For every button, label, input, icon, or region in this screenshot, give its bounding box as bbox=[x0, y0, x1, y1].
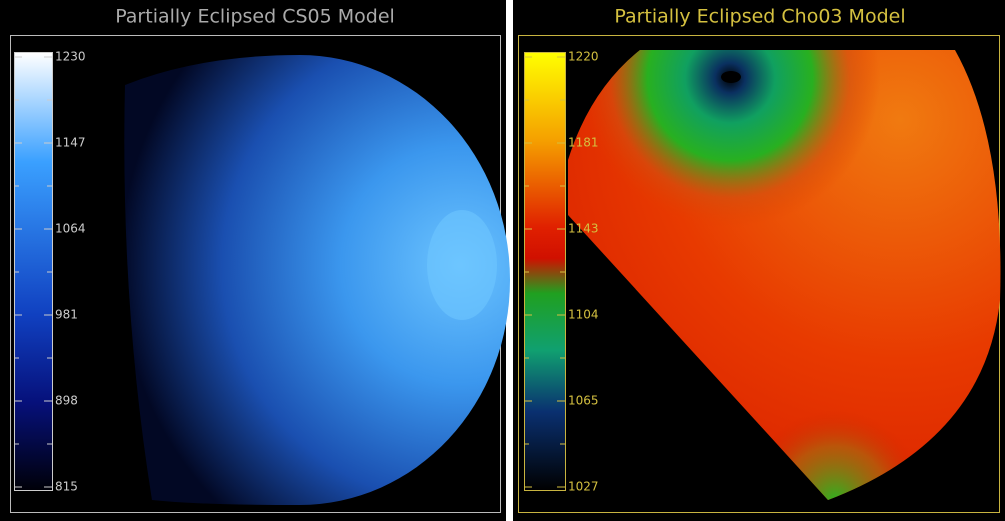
colorbar-tick-label: 981 bbox=[55, 308, 78, 322]
colorbar-tick-label: 1181 bbox=[568, 136, 599, 150]
colorbar-tick-label: 1143 bbox=[568, 222, 599, 236]
colorbar-tick-label: 898 bbox=[55, 394, 78, 408]
colorbar-tick-label: 1147 bbox=[55, 136, 86, 150]
bright-spot bbox=[427, 210, 497, 320]
colorbar-tick-label: 1220 bbox=[568, 50, 599, 64]
colorbar-tick-label: 1027 bbox=[568, 480, 599, 494]
colorbar-tick-label: 1064 bbox=[55, 222, 86, 236]
colorbar-tick-label: 1230 bbox=[55, 50, 86, 64]
panel-title: Partially Eclipsed Cho03 Model bbox=[614, 6, 905, 28]
colorbar bbox=[15, 53, 53, 491]
colorbar-tick-label: 815 bbox=[55, 480, 78, 494]
colorbar-tick-label: 1104 bbox=[568, 308, 599, 322]
colorbar bbox=[525, 53, 566, 491]
figure: Partially Eclipsed CS05 Model 1230 1147 10… bbox=[0, 0, 1005, 521]
panel-title: Partially Eclipsed CS05 Model bbox=[115, 6, 395, 28]
page: Partially Eclipsed CS05 Model 1230 1147 10… bbox=[0, 0, 1005, 521]
colorbar-tick-label: 1065 bbox=[568, 394, 599, 408]
